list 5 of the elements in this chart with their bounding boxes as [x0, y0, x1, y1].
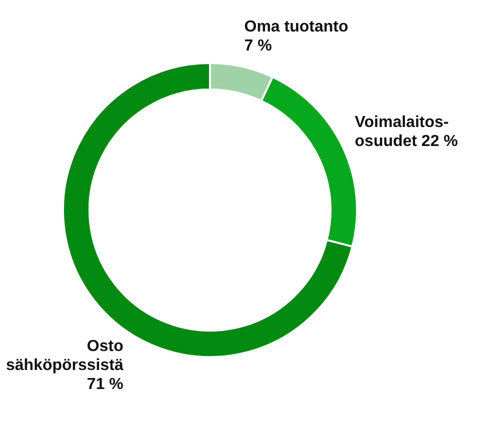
data-label: 71 % [86, 376, 124, 394]
slice-label: Osto sähköpörssistä [6, 338, 124, 374]
slice-label: Voimalaitos-osuudet 22 % [354, 114, 458, 150]
data-label: 7 % [244, 38, 272, 55]
slice-label: Oma tuotanto [244, 18, 348, 36]
